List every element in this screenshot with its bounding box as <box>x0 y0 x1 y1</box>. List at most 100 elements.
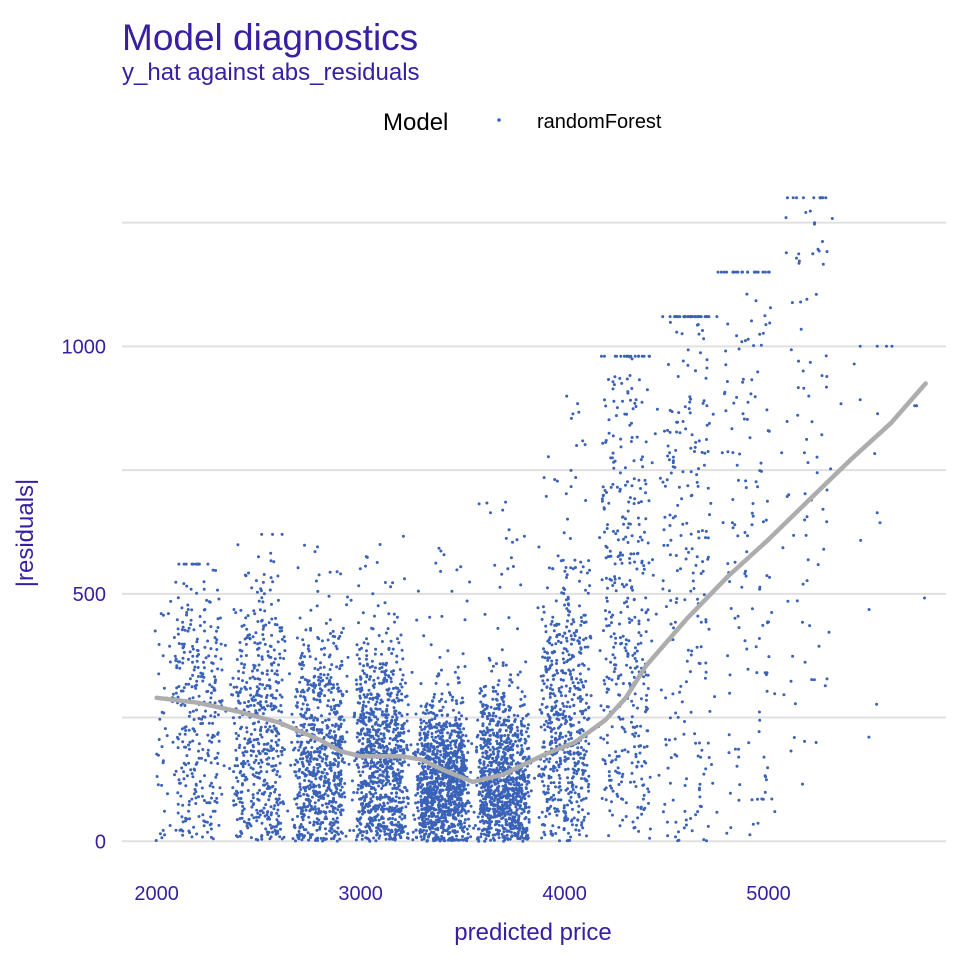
scatter-point <box>356 731 360 735</box>
scatter-point <box>278 761 282 765</box>
scatter-point <box>490 761 494 764</box>
scatter-point <box>358 648 362 651</box>
scatter-point <box>477 793 481 797</box>
scatter-point <box>252 609 256 613</box>
scatter-point <box>395 716 399 719</box>
scatter-point <box>290 712 294 716</box>
scatter-point <box>557 781 561 785</box>
scatter-point <box>327 778 331 782</box>
scatter-point <box>329 789 333 793</box>
scatter-point <box>291 837 295 841</box>
scatter-point <box>499 736 503 740</box>
scatter-point <box>335 682 339 686</box>
scatter-point <box>545 757 549 761</box>
scatter-point <box>510 788 514 792</box>
scatter-point <box>394 736 398 740</box>
scatter-point <box>584 588 587 592</box>
scatter-point <box>500 734 504 738</box>
scatter-point <box>573 764 577 768</box>
scatter-point <box>521 703 525 707</box>
scatter-point <box>437 672 441 676</box>
scatter-point <box>298 680 302 684</box>
scatter-point <box>544 624 548 628</box>
scatter-point <box>520 811 524 815</box>
scatter-point <box>500 572 504 576</box>
scatter-point <box>387 817 390 821</box>
scatter-point <box>360 837 364 841</box>
scatter-point <box>482 741 486 744</box>
scatter-point <box>248 633 251 637</box>
scatter-point <box>194 762 198 766</box>
scatter-point <box>341 808 345 812</box>
scatter-point <box>526 726 530 730</box>
scatter-point <box>209 822 213 826</box>
scatter-point <box>238 817 242 820</box>
scatter-point <box>273 790 276 794</box>
scatter-point <box>208 683 212 687</box>
scatter-point <box>177 685 181 688</box>
scatter-point <box>496 703 500 707</box>
scatter-point <box>541 655 545 659</box>
scatter-point <box>463 821 467 825</box>
scatter-point <box>336 776 340 780</box>
scatter-point <box>406 703 410 707</box>
scatter-point <box>481 771 485 775</box>
scatter-point <box>247 571 250 575</box>
scatter-point <box>394 833 398 837</box>
scatter-point <box>431 704 435 708</box>
scatter-point <box>394 795 398 799</box>
scatter-point <box>306 760 310 763</box>
scatter-point <box>367 700 371 704</box>
scatter-point <box>435 780 438 784</box>
scatter-point <box>397 784 401 788</box>
scatter-point <box>268 823 272 827</box>
scatter-point <box>269 813 273 817</box>
scatter-point <box>396 781 400 785</box>
scatter-point <box>542 759 546 763</box>
scatter-point <box>295 796 299 800</box>
scatter-point <box>379 757 382 761</box>
scatter-point <box>377 784 381 788</box>
scatter-point <box>324 776 327 780</box>
scatter-point <box>482 832 486 836</box>
scatter-point <box>278 693 282 697</box>
scatter-point <box>217 823 221 827</box>
scatter-point <box>393 620 396 624</box>
scatter-point <box>547 760 551 764</box>
scatter-point <box>269 826 273 830</box>
scatter-point <box>506 567 510 571</box>
scatter-point <box>405 719 409 723</box>
scatter-point <box>460 801 464 805</box>
scatter-point <box>256 689 259 693</box>
scatter-point <box>523 695 527 698</box>
scatter-point <box>526 790 530 794</box>
scatter-point <box>210 691 213 695</box>
scatter-point <box>260 618 264 622</box>
scatter-point <box>562 704 566 708</box>
scatter-point <box>422 800 425 804</box>
scatter-point <box>262 624 266 628</box>
scatter-point <box>426 733 430 737</box>
scatter-point <box>318 749 322 753</box>
scatter-point <box>352 715 356 719</box>
scatter-point <box>193 768 197 772</box>
scatter-point <box>274 734 278 738</box>
scatter-point <box>394 776 398 780</box>
scatter-point <box>391 798 395 802</box>
scatter-point <box>359 797 363 801</box>
scatter-point <box>440 782 444 786</box>
scatter-point <box>201 835 204 839</box>
scatter-point <box>402 748 406 752</box>
scatter-point <box>555 760 559 764</box>
scatter-point <box>177 642 181 645</box>
scatter-point <box>210 740 214 744</box>
scatter-point <box>309 760 312 763</box>
scatter-point <box>400 692 404 696</box>
scatter-point <box>316 636 320 639</box>
scatter-point <box>218 616 222 620</box>
scatter-point <box>337 832 340 836</box>
scatter-point <box>326 794 330 798</box>
scatter-point <box>357 770 361 774</box>
scatter-point <box>246 826 250 830</box>
scatter-point <box>185 611 189 614</box>
